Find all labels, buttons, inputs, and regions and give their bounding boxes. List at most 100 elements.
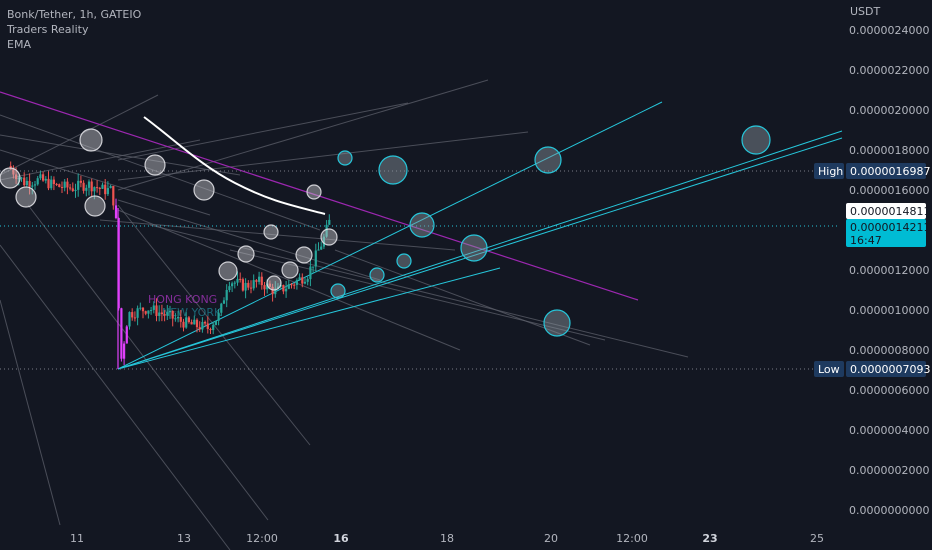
candle-body [325, 224, 328, 237]
marker-circle [0, 167, 21, 189]
low-tag-bg [814, 361, 844, 377]
marker-circle [84, 195, 106, 217]
candle-body [295, 280, 298, 285]
current-price-countdown: 16:47 [850, 234, 882, 247]
candle-body [55, 183, 58, 185]
marker-circle [15, 186, 37, 208]
trend-line [117, 131, 529, 181]
indicator-traders-reality[interactable]: Traders Reality [7, 23, 89, 36]
candle-body [322, 236, 325, 247]
candle-body [212, 324, 215, 331]
candle-body [79, 180, 82, 183]
candle-body [28, 180, 31, 187]
candle-body [314, 250, 317, 267]
time-tick-label: 13 [177, 532, 191, 545]
downtrend-line [0, 91, 639, 301]
trend-line [229, 249, 606, 341]
marker-circle [281, 261, 299, 279]
fib-fan-line [117, 267, 501, 370]
candle-body [201, 321, 204, 330]
price-tick-label: 0.0000022000 [849, 64, 929, 77]
price-tick-label: 0.0000020000 [849, 104, 929, 117]
fib-circle [396, 253, 412, 269]
candle-body [166, 312, 169, 316]
price-tick-label: 0.0000010000 [849, 304, 929, 317]
candle-body [209, 328, 212, 331]
trend-line [0, 134, 241, 176]
candle-body [117, 218, 120, 309]
time-tick-label: 23 [702, 532, 717, 545]
candle-body [90, 181, 93, 192]
chart-legend: Bonk/Tether, 1h, GATEIO Traders Reality … [7, 7, 141, 52]
fib-fan-line [117, 137, 843, 370]
price-tick-label: 0.0000016000 [849, 184, 929, 197]
fib-circle [330, 283, 346, 299]
candle-body [77, 180, 80, 190]
candle-body [147, 310, 150, 314]
candle-body [258, 276, 261, 282]
fib-fan-line [117, 130, 843, 370]
candle-body [260, 276, 263, 286]
candle-body [98, 187, 101, 189]
candle-body [177, 317, 180, 319]
price-axis-unit[interactable]: USDT [850, 5, 881, 18]
candle-body [125, 326, 128, 344]
fib-circle [409, 212, 435, 238]
candle-body [152, 305, 155, 310]
candle-body [193, 319, 196, 325]
price-tick-label: 0.0000000000 [849, 504, 929, 517]
candle-body [12, 168, 15, 175]
time-tick-label: 12:00 [246, 532, 278, 545]
marker-circle [320, 228, 338, 246]
candle-body [25, 180, 28, 186]
candle-body [285, 288, 288, 292]
fib-circle [378, 155, 408, 185]
time-tick-label: 20 [544, 532, 558, 545]
candle-body [247, 282, 250, 288]
candle-body [174, 318, 177, 320]
candle-body [312, 266, 315, 268]
trend-line [334, 249, 591, 346]
fib-circle [369, 267, 385, 283]
last-price-value-bg [846, 203, 926, 219]
candle-body [36, 178, 39, 185]
high-value-bg [846, 163, 926, 179]
high-value: 0.0000016987 [850, 165, 930, 178]
candle-body [309, 266, 312, 280]
candle-body [85, 187, 88, 191]
candle-body [168, 310, 172, 313]
candle-body [160, 312, 163, 315]
candle-body [155, 305, 158, 316]
price-tick-label: 0.0000024000 [849, 24, 929, 37]
trend-line [0, 114, 321, 231]
candle-body [150, 309, 153, 311]
candle-body [20, 177, 23, 179]
low-tag: Low [818, 363, 840, 376]
candle-body [23, 177, 26, 186]
marker-circle [193, 179, 215, 201]
fib-circle [337, 150, 353, 166]
candle-body [182, 321, 185, 328]
symbol-label[interactable]: Bonk/Tether, 1h, GATEIO [7, 8, 142, 21]
watermark-label: NEW YORK [162, 306, 222, 319]
candle-body [120, 308, 123, 359]
marker-circle [263, 224, 279, 240]
candle-body [217, 312, 220, 321]
candle-body [244, 282, 247, 291]
indicator-ema[interactable]: EMA [7, 38, 31, 51]
marker-circle [237, 245, 255, 263]
candle-body [252, 280, 255, 289]
candle-body [293, 284, 296, 286]
candle-body [128, 312, 131, 327]
candle-body [87, 181, 91, 188]
trend-line [117, 102, 409, 161]
candle-body [306, 279, 309, 282]
candle-body [301, 277, 304, 284]
candle-body [187, 317, 190, 323]
fib-circle [543, 309, 571, 337]
candle-body [31, 185, 34, 187]
axis-layer: 0.0000000000 0.0000002000 0.0000004000 0.00… [70, 24, 930, 545]
